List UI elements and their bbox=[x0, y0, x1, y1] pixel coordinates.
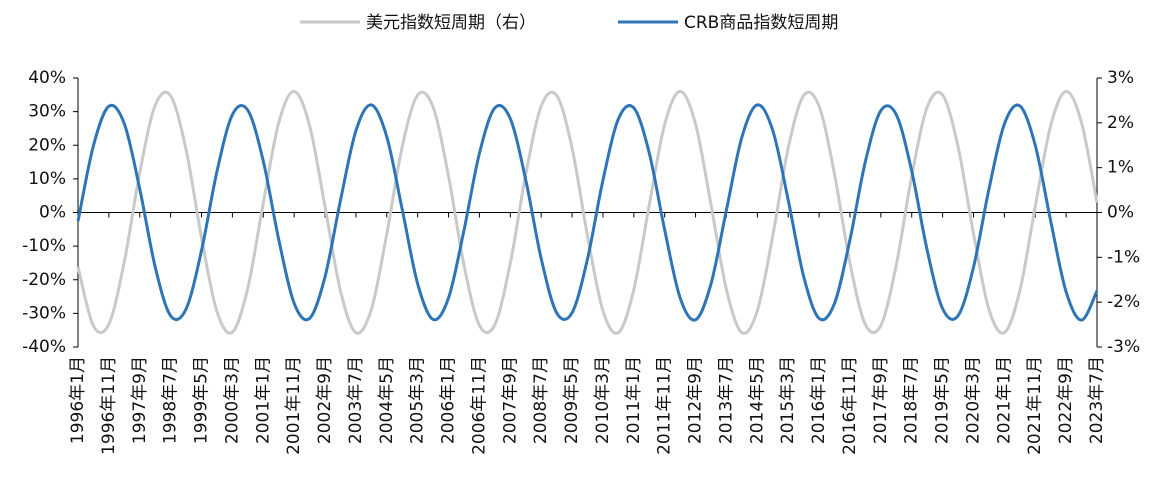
x-tick-label: 2014年5月 bbox=[747, 356, 767, 444]
x-tick-label: 2003年7月 bbox=[346, 356, 366, 444]
x-tick-label: 2004年5月 bbox=[377, 356, 397, 444]
x-tick-label: 2009年5月 bbox=[562, 356, 582, 444]
y2-tick-label: 2% bbox=[1107, 113, 1134, 133]
x-tick-label: 2000年3月 bbox=[222, 356, 242, 444]
x-tick-label: 2013年7月 bbox=[716, 356, 736, 444]
x-tick-label: 2008年7月 bbox=[531, 356, 551, 444]
x-tick-label: 2023年7月 bbox=[1087, 356, 1107, 444]
x-tick-label: 1996年1月 bbox=[68, 356, 88, 444]
y2-tick-label: -1% bbox=[1107, 247, 1140, 267]
y2-tick-label: 0% bbox=[1107, 203, 1134, 223]
x-tick-label: 2002年9月 bbox=[315, 356, 335, 444]
y-tick-label: -40% bbox=[22, 337, 66, 357]
y2-tick-label: -3% bbox=[1107, 337, 1140, 357]
x-tick-label: 1999年5月 bbox=[192, 356, 212, 444]
x-tick-label: 1996年11月 bbox=[99, 356, 119, 455]
x-tick-label: 1998年7月 bbox=[161, 356, 181, 444]
x-tick-label: 2022年9月 bbox=[1056, 356, 1076, 444]
x-tick-label: 2021年11月 bbox=[1025, 356, 1045, 455]
x-tick-label: 2007年9月 bbox=[500, 356, 520, 444]
x-tick-label: 2011年1月 bbox=[624, 356, 644, 444]
x-tick-label: 2019年5月 bbox=[933, 356, 953, 444]
x-tick-label: 2006年11月 bbox=[469, 356, 489, 455]
x-tick-label: 2015年3月 bbox=[778, 356, 798, 444]
y-tick-label: -10% bbox=[22, 236, 66, 256]
legend-label: 美元指数短周期（右） bbox=[366, 13, 536, 33]
x-tick-label: 2010年3月 bbox=[593, 356, 613, 444]
x-tick-label: 2001年1月 bbox=[253, 356, 273, 444]
y-tick-label: 10% bbox=[28, 169, 66, 189]
y-tick-label: 30% bbox=[28, 102, 66, 122]
x-tick-label: 1997年9月 bbox=[130, 356, 150, 444]
y-tick-label: 20% bbox=[28, 135, 66, 155]
x-tick-label: 2017年9月 bbox=[871, 356, 891, 444]
y-tick-label: 40% bbox=[28, 68, 66, 88]
series-line bbox=[76, 89, 1099, 335]
x-tick-label: 2021年1月 bbox=[994, 356, 1014, 444]
y-tick-label: 0% bbox=[39, 203, 66, 223]
x-tick-label: 2016年1月 bbox=[809, 356, 829, 444]
x-tick-label: 2001年11月 bbox=[284, 356, 304, 455]
y2-tick-label: 3% bbox=[1107, 68, 1134, 88]
y2-tick-label: -2% bbox=[1107, 292, 1140, 312]
x-tick-label: 2020年3月 bbox=[963, 356, 983, 444]
legend-label: CRB商品指数短周期 bbox=[684, 13, 838, 33]
x-tick-label: 2011年11月 bbox=[655, 356, 675, 455]
x-tick-label: 2006年1月 bbox=[439, 356, 459, 444]
y-tick-label: -20% bbox=[22, 270, 66, 290]
x-tick-label: 2018年7月 bbox=[902, 356, 922, 444]
series-line bbox=[76, 103, 1099, 322]
x-tick-label: 2005年3月 bbox=[408, 356, 428, 444]
y-tick-label: -30% bbox=[22, 303, 66, 323]
y2-tick-label: 1% bbox=[1107, 158, 1134, 178]
x-tick-label: 2012年9月 bbox=[686, 356, 706, 444]
x-tick-label: 2016年11月 bbox=[840, 356, 860, 455]
